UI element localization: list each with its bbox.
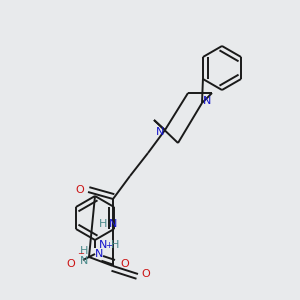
Text: O: O bbox=[121, 259, 129, 269]
Text: O: O bbox=[76, 185, 84, 195]
Text: N: N bbox=[99, 240, 107, 250]
Text: +: + bbox=[106, 242, 112, 250]
Text: N: N bbox=[156, 127, 164, 137]
Text: N: N bbox=[95, 249, 103, 259]
Text: H: H bbox=[111, 240, 119, 250]
Text: H: H bbox=[99, 219, 107, 229]
Text: N: N bbox=[80, 256, 88, 266]
Text: O: O bbox=[67, 259, 75, 269]
Text: H: H bbox=[80, 246, 88, 256]
Text: N: N bbox=[109, 219, 117, 229]
Text: N: N bbox=[203, 96, 211, 106]
Text: O: O bbox=[142, 269, 150, 279]
Text: −: − bbox=[77, 250, 85, 259]
